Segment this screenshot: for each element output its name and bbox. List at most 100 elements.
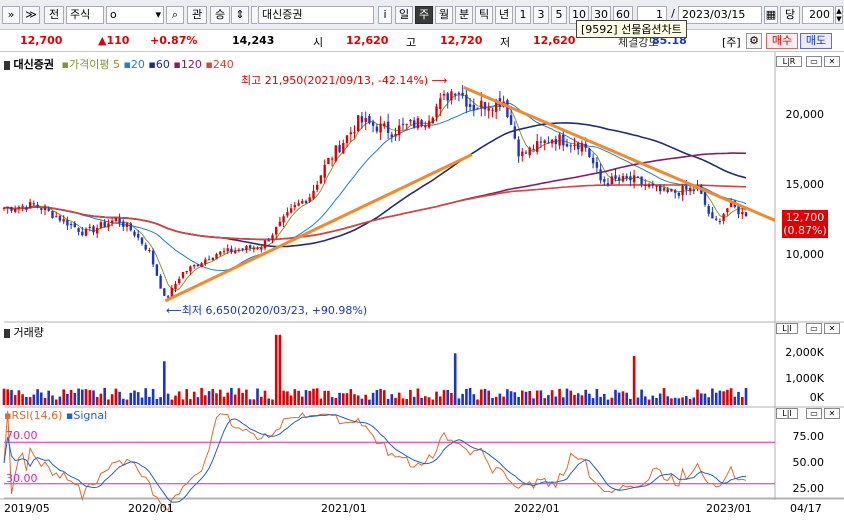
- volume-bar: [685, 396, 688, 405]
- count-30-button[interactable]: 30: [591, 6, 611, 24]
- rsi-pane-max-button[interactable]: ▭: [806, 408, 822, 419]
- view-count-spin[interactable]: ▲ ▼: [835, 6, 843, 24]
- date-input[interactable]: 2023/03/15: [678, 6, 762, 24]
- stock-name-input[interactable]: 대신증권: [258, 6, 374, 24]
- calendar-button[interactable]: ▦: [764, 6, 778, 24]
- spin-button[interactable]: ⇕: [231, 6, 249, 24]
- ma20-line: [3, 102, 747, 272]
- period-month-button[interactable]: 월: [435, 6, 453, 24]
- ma20-value: 20: [130, 58, 145, 71]
- candle-body: [125, 222, 129, 227]
- volume-bar: [651, 395, 655, 405]
- candle-body: [655, 185, 658, 187]
- strength-label: 체결강도: [618, 36, 659, 49]
- candle-body: [513, 126, 516, 139]
- count-60-button[interactable]: 60: [613, 6, 633, 24]
- sell-button[interactable]: 매도: [800, 33, 832, 49]
- candle-body: [636, 176, 640, 178]
- volume-bar: [368, 399, 371, 405]
- candle-body: [256, 248, 259, 250]
- volume-bar: [25, 397, 28, 405]
- ma5-label: 5: [112, 58, 120, 71]
- volume-bar: [737, 391, 740, 405]
- volume-bar: [591, 398, 595, 405]
- candle-body: [155, 264, 159, 276]
- candle-body: [674, 190, 677, 193]
- volume-bar: [487, 390, 490, 405]
- price-pane-max-button[interactable]: ▭: [806, 56, 822, 67]
- period-minute-button[interactable]: 분: [455, 6, 473, 24]
- volume-bar: [260, 396, 263, 405]
- candle-body: [58, 216, 62, 221]
- volume-value: 14,243: [232, 34, 275, 47]
- candle-body: [386, 121, 390, 133]
- gwan-button[interactable]: 관: [187, 6, 207, 24]
- volume-bar: [28, 397, 32, 405]
- volume-bar: [177, 391, 181, 405]
- candle-body: [662, 188, 666, 191]
- volume-bar: [278, 334, 282, 405]
- candle-body: [409, 120, 412, 122]
- volume-bar: [662, 388, 666, 405]
- dang-button[interactable]: 당: [780, 6, 800, 24]
- volume-pane-max-button[interactable]: ▭: [806, 323, 822, 334]
- volume-bar: [125, 399, 129, 405]
- candle-body: [118, 218, 121, 223]
- volume-bar: [480, 389, 483, 405]
- resistance-trendline: [463, 86, 776, 222]
- candle-body: [334, 145, 337, 161]
- volume-bar: [502, 396, 505, 405]
- view-count-input[interactable]: 200: [802, 6, 834, 24]
- candle-body: [230, 248, 233, 253]
- candle-body: [580, 142, 584, 152]
- rsi-pane-lr-button[interactable]: L|I: [776, 408, 798, 419]
- market-select[interactable]: 주식: [66, 6, 104, 24]
- nav-menu-button[interactable]: ≫: [22, 6, 40, 24]
- volume-tick-2000k: 2,000K: [785, 346, 824, 359]
- search-button[interactable]: ⌕: [166, 6, 184, 24]
- candle-body: [465, 94, 468, 107]
- candle-body: [51, 211, 54, 218]
- count-5-button[interactable]: 5: [551, 6, 567, 24]
- market-select-value: 주식: [70, 8, 91, 21]
- volume-bar: [584, 389, 587, 405]
- period-tick-button[interactable]: 틱: [475, 6, 493, 24]
- rsi-pane-close-button[interactable]: ✕: [824, 408, 840, 419]
- candle-body: [390, 134, 393, 137]
- ma120-value: 120: [180, 58, 202, 71]
- chart-canvas[interactable]: [0, 52, 844, 520]
- settings-button[interactable]: ⚙: [746, 33, 762, 49]
- market-filter-value: o: [110, 8, 117, 21]
- candle-body: [151, 250, 155, 265]
- volume-pane-lr-button[interactable]: L|I: [776, 323, 798, 334]
- buy-button[interactable]: 매수: [766, 33, 798, 49]
- updown-button[interactable]: 승: [210, 6, 230, 24]
- volume-bar: [450, 393, 453, 405]
- period-year-button[interactable]: 년: [495, 6, 513, 24]
- count-10-button[interactable]: 10: [569, 6, 589, 24]
- volume-bar: [159, 397, 162, 405]
- count-3-button[interactable]: 3: [533, 6, 549, 24]
- period-week-button[interactable]: 주: [415, 6, 433, 24]
- price-pane-lr-button[interactable]: L|R: [776, 56, 802, 67]
- nav-prev-button[interactable]: »: [2, 6, 20, 24]
- market-filter-select[interactable]: o ▾: [106, 6, 164, 24]
- jeon-button[interactable]: 전: [44, 6, 64, 24]
- volume-bar: [43, 398, 47, 405]
- candle-body: [454, 93, 457, 95]
- candle-body: [226, 248, 229, 252]
- volume-bar: [506, 389, 509, 405]
- candle-body: [729, 201, 733, 208]
- volume-bar: [435, 391, 438, 405]
- candle-body: [263, 240, 267, 249]
- info-button[interactable]: i: [378, 6, 392, 24]
- volume-pane-close-button[interactable]: ✕: [824, 323, 840, 334]
- candle-body: [304, 201, 308, 204]
- candle-body: [271, 235, 274, 240]
- candle-body: [319, 175, 323, 184]
- period-day-button[interactable]: 일: [395, 6, 413, 24]
- price-pane-close-button[interactable]: ✕: [824, 56, 840, 67]
- ju-label: [주]: [722, 36, 741, 49]
- count-1-button[interactable]: 1: [515, 6, 531, 24]
- candle-body: [330, 158, 334, 160]
